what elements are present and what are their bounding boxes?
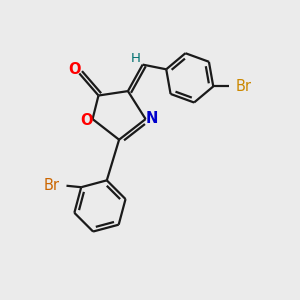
Text: Br: Br [44, 178, 60, 193]
Text: H: H [131, 52, 141, 64]
Text: Br: Br [236, 79, 251, 94]
Text: N: N [146, 111, 158, 126]
Text: O: O [80, 113, 92, 128]
Text: O: O [68, 62, 80, 77]
